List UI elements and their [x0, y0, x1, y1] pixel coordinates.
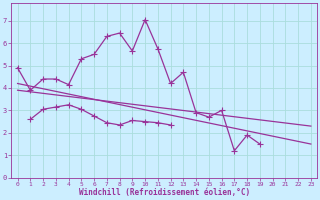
- X-axis label: Windchill (Refroidissement éolien,°C): Windchill (Refroidissement éolien,°C): [79, 188, 250, 197]
